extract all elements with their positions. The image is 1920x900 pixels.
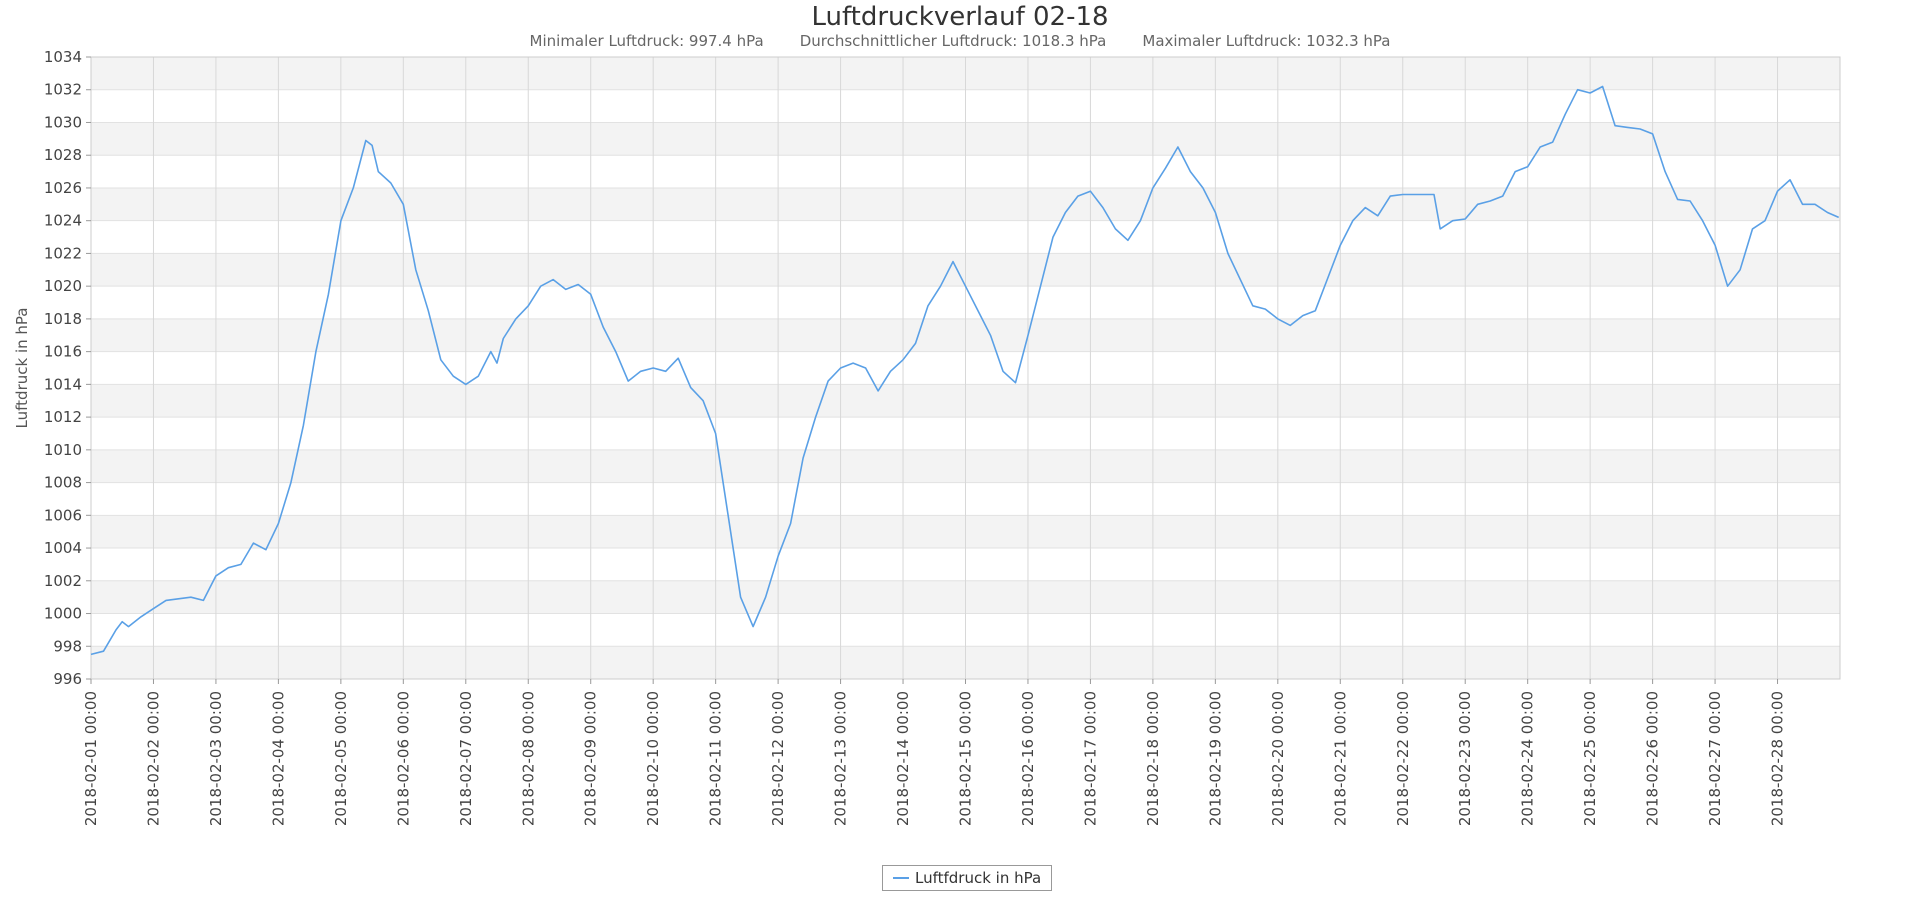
chart-title: Luftdruckverlauf 02-18 bbox=[811, 2, 1109, 32]
x-tick-label: 2018-02-04 00:00 bbox=[269, 691, 287, 826]
y-tick-label: 1016 bbox=[44, 343, 82, 361]
y-tick-label: 1010 bbox=[44, 441, 82, 459]
y-tick-label: 1030 bbox=[44, 113, 82, 131]
subtitle-avg: Durchschnittlicher Luftdruck: 1018.3 hPa bbox=[799, 32, 1107, 50]
y-tick-label: 1034 bbox=[44, 48, 82, 66]
y-axis-label: Luftdruck in hPa bbox=[13, 308, 31, 429]
y-tick-label: 1004 bbox=[44, 539, 82, 557]
y-tick-label: 1024 bbox=[44, 212, 82, 230]
legend-line-icon bbox=[893, 877, 909, 879]
x-tick-label: 2018-02-24 00:00 bbox=[1519, 691, 1537, 826]
y-tick-label: 1002 bbox=[44, 572, 82, 590]
x-tick-label: 2018-02-19 00:00 bbox=[1206, 691, 1224, 826]
x-tick-label: 2018-02-27 00:00 bbox=[1706, 691, 1724, 826]
x-tick-label: 2018-02-15 00:00 bbox=[957, 691, 975, 826]
y-tick-label: 1012 bbox=[44, 408, 82, 426]
y-tick-label: 1022 bbox=[44, 244, 82, 262]
x-tick-label: 2018-02-06 00:00 bbox=[394, 691, 412, 826]
subtitle-max: Maximaler Luftdruck: 1032.3 hPa bbox=[1142, 32, 1391, 50]
x-tick-label: 2018-02-13 00:00 bbox=[832, 691, 850, 826]
chart-subtitle: Minimaler Luftdruck: 997.4 hPa Durchschni… bbox=[0, 32, 1920, 50]
y-tick-label: 1028 bbox=[44, 146, 82, 164]
series-line-luftdruck bbox=[90, 85, 1840, 656]
x-tick-label: 2018-02-18 00:00 bbox=[1144, 691, 1162, 826]
y-tick-label: 1020 bbox=[44, 277, 82, 295]
x-tick-label: 2018-02-25 00:00 bbox=[1581, 691, 1599, 826]
x-tick-label: 2018-02-17 00:00 bbox=[1081, 691, 1099, 826]
x-tick-label: 2018-02-07 00:00 bbox=[457, 691, 475, 826]
x-tick-label: 2018-02-28 00:00 bbox=[1769, 691, 1787, 826]
x-tick-label: 2018-02-26 00:00 bbox=[1644, 691, 1662, 826]
x-tick-label: 2018-02-01 00:00 bbox=[82, 691, 100, 826]
subtitle-min: Minimaler Luftdruck: 997.4 hPa bbox=[529, 32, 764, 50]
x-tick-label: 2018-02-12 00:00 bbox=[769, 691, 787, 826]
y-tick-label: 1008 bbox=[44, 474, 82, 492]
y-tick-label: 1018 bbox=[44, 310, 82, 328]
x-tick-label: 2018-02-23 00:00 bbox=[1456, 691, 1474, 826]
y-tick-label: 1026 bbox=[44, 179, 82, 197]
y-tick-label: 1014 bbox=[44, 375, 82, 393]
legend[interactable]: Luftfdruck in hPa bbox=[882, 865, 1053, 891]
x-tick-label: 2018-02-02 00:00 bbox=[144, 691, 162, 826]
legend-label: Luftfdruck in hPa bbox=[915, 869, 1042, 887]
x-tick-label: 2018-02-05 00:00 bbox=[332, 691, 350, 826]
x-tick-label: 2018-02-16 00:00 bbox=[1019, 691, 1037, 826]
x-tick-label: 2018-02-10 00:00 bbox=[644, 691, 662, 826]
y-tick-label: 998 bbox=[53, 637, 82, 655]
x-tick-label: 2018-02-20 00:00 bbox=[1269, 691, 1287, 826]
x-tick-label: 2018-02-03 00:00 bbox=[207, 691, 225, 826]
y-tick-label: 1000 bbox=[44, 605, 82, 623]
x-tick-label: 2018-02-11 00:00 bbox=[707, 691, 725, 826]
x-tick-label: 2018-02-09 00:00 bbox=[582, 691, 600, 826]
x-tick-label: 2018-02-08 00:00 bbox=[519, 691, 537, 826]
y-tick-label: 996 bbox=[53, 670, 82, 688]
y-tick-label: 1006 bbox=[44, 506, 82, 524]
y-tick-label: 1032 bbox=[44, 81, 82, 99]
x-tick-label: 2018-02-22 00:00 bbox=[1394, 691, 1412, 826]
x-tick-label: 2018-02-14 00:00 bbox=[894, 691, 912, 826]
x-tick-label: 2018-02-21 00:00 bbox=[1331, 691, 1349, 826]
